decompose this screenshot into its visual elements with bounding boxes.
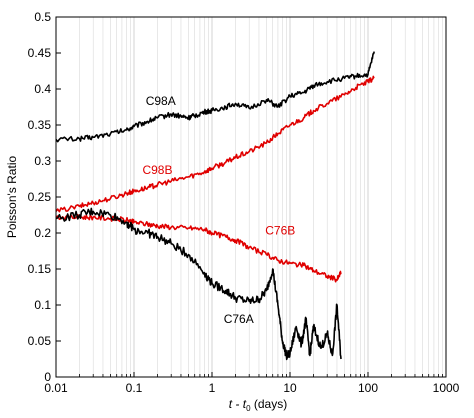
- x-axis-title-sub: 0: [246, 404, 251, 413]
- y-axis-title: Poisson's Ratio: [5, 156, 19, 239]
- series-line-c76b: [55, 214, 342, 283]
- series-line-c76a: [55, 207, 342, 361]
- y-tick-label: 0.4: [34, 82, 51, 96]
- y-tick-label: 0.2: [34, 226, 51, 240]
- series-label-c76a: C76A: [224, 312, 254, 326]
- x-axis-title: t - t0 (days): [229, 397, 287, 413]
- y-tick-label: 0.5: [34, 10, 51, 24]
- y-tick-label: 0.1: [34, 298, 51, 312]
- ticks: [55, 16, 447, 378]
- x-tick-label: 0.01: [44, 381, 68, 395]
- labels: 0.01 0.1 1 10 100 1000 0 0.05 0.1 0.15 0.2 0.25 0.3 0…: [28, 10, 460, 395]
- x-tick-label: 100: [358, 381, 378, 395]
- series-line-c98b: [55, 75, 375, 213]
- x-tick-label: 1: [209, 381, 216, 395]
- x-tick-label: 10: [283, 381, 297, 395]
- x-tick-label: 0.1: [126, 381, 143, 395]
- series-label-c76b: C76B: [265, 223, 295, 237]
- y-tick-label: 0.15: [28, 262, 52, 276]
- y-tick-label: 0.35: [28, 118, 52, 132]
- y-tick-label: 0: [44, 370, 51, 384]
- series-line-c98a: [55, 51, 375, 143]
- y-tick-label: 0.25: [28, 190, 52, 204]
- y-tick-label: 0.45: [28, 46, 52, 60]
- grid: [79, 17, 443, 377]
- x-tick-label: 1000: [433, 381, 460, 395]
- x-axis-title-post: (days): [251, 397, 288, 411]
- y-tick-label: 0.05: [28, 334, 52, 348]
- series-label-c98a: C98A: [146, 94, 176, 108]
- series-label-c98b: C98B: [142, 163, 172, 177]
- y-tick-label: 0.3: [34, 154, 51, 168]
- series-layer: [55, 51, 375, 361]
- x-axis-title-pre: t - t: [229, 397, 247, 411]
